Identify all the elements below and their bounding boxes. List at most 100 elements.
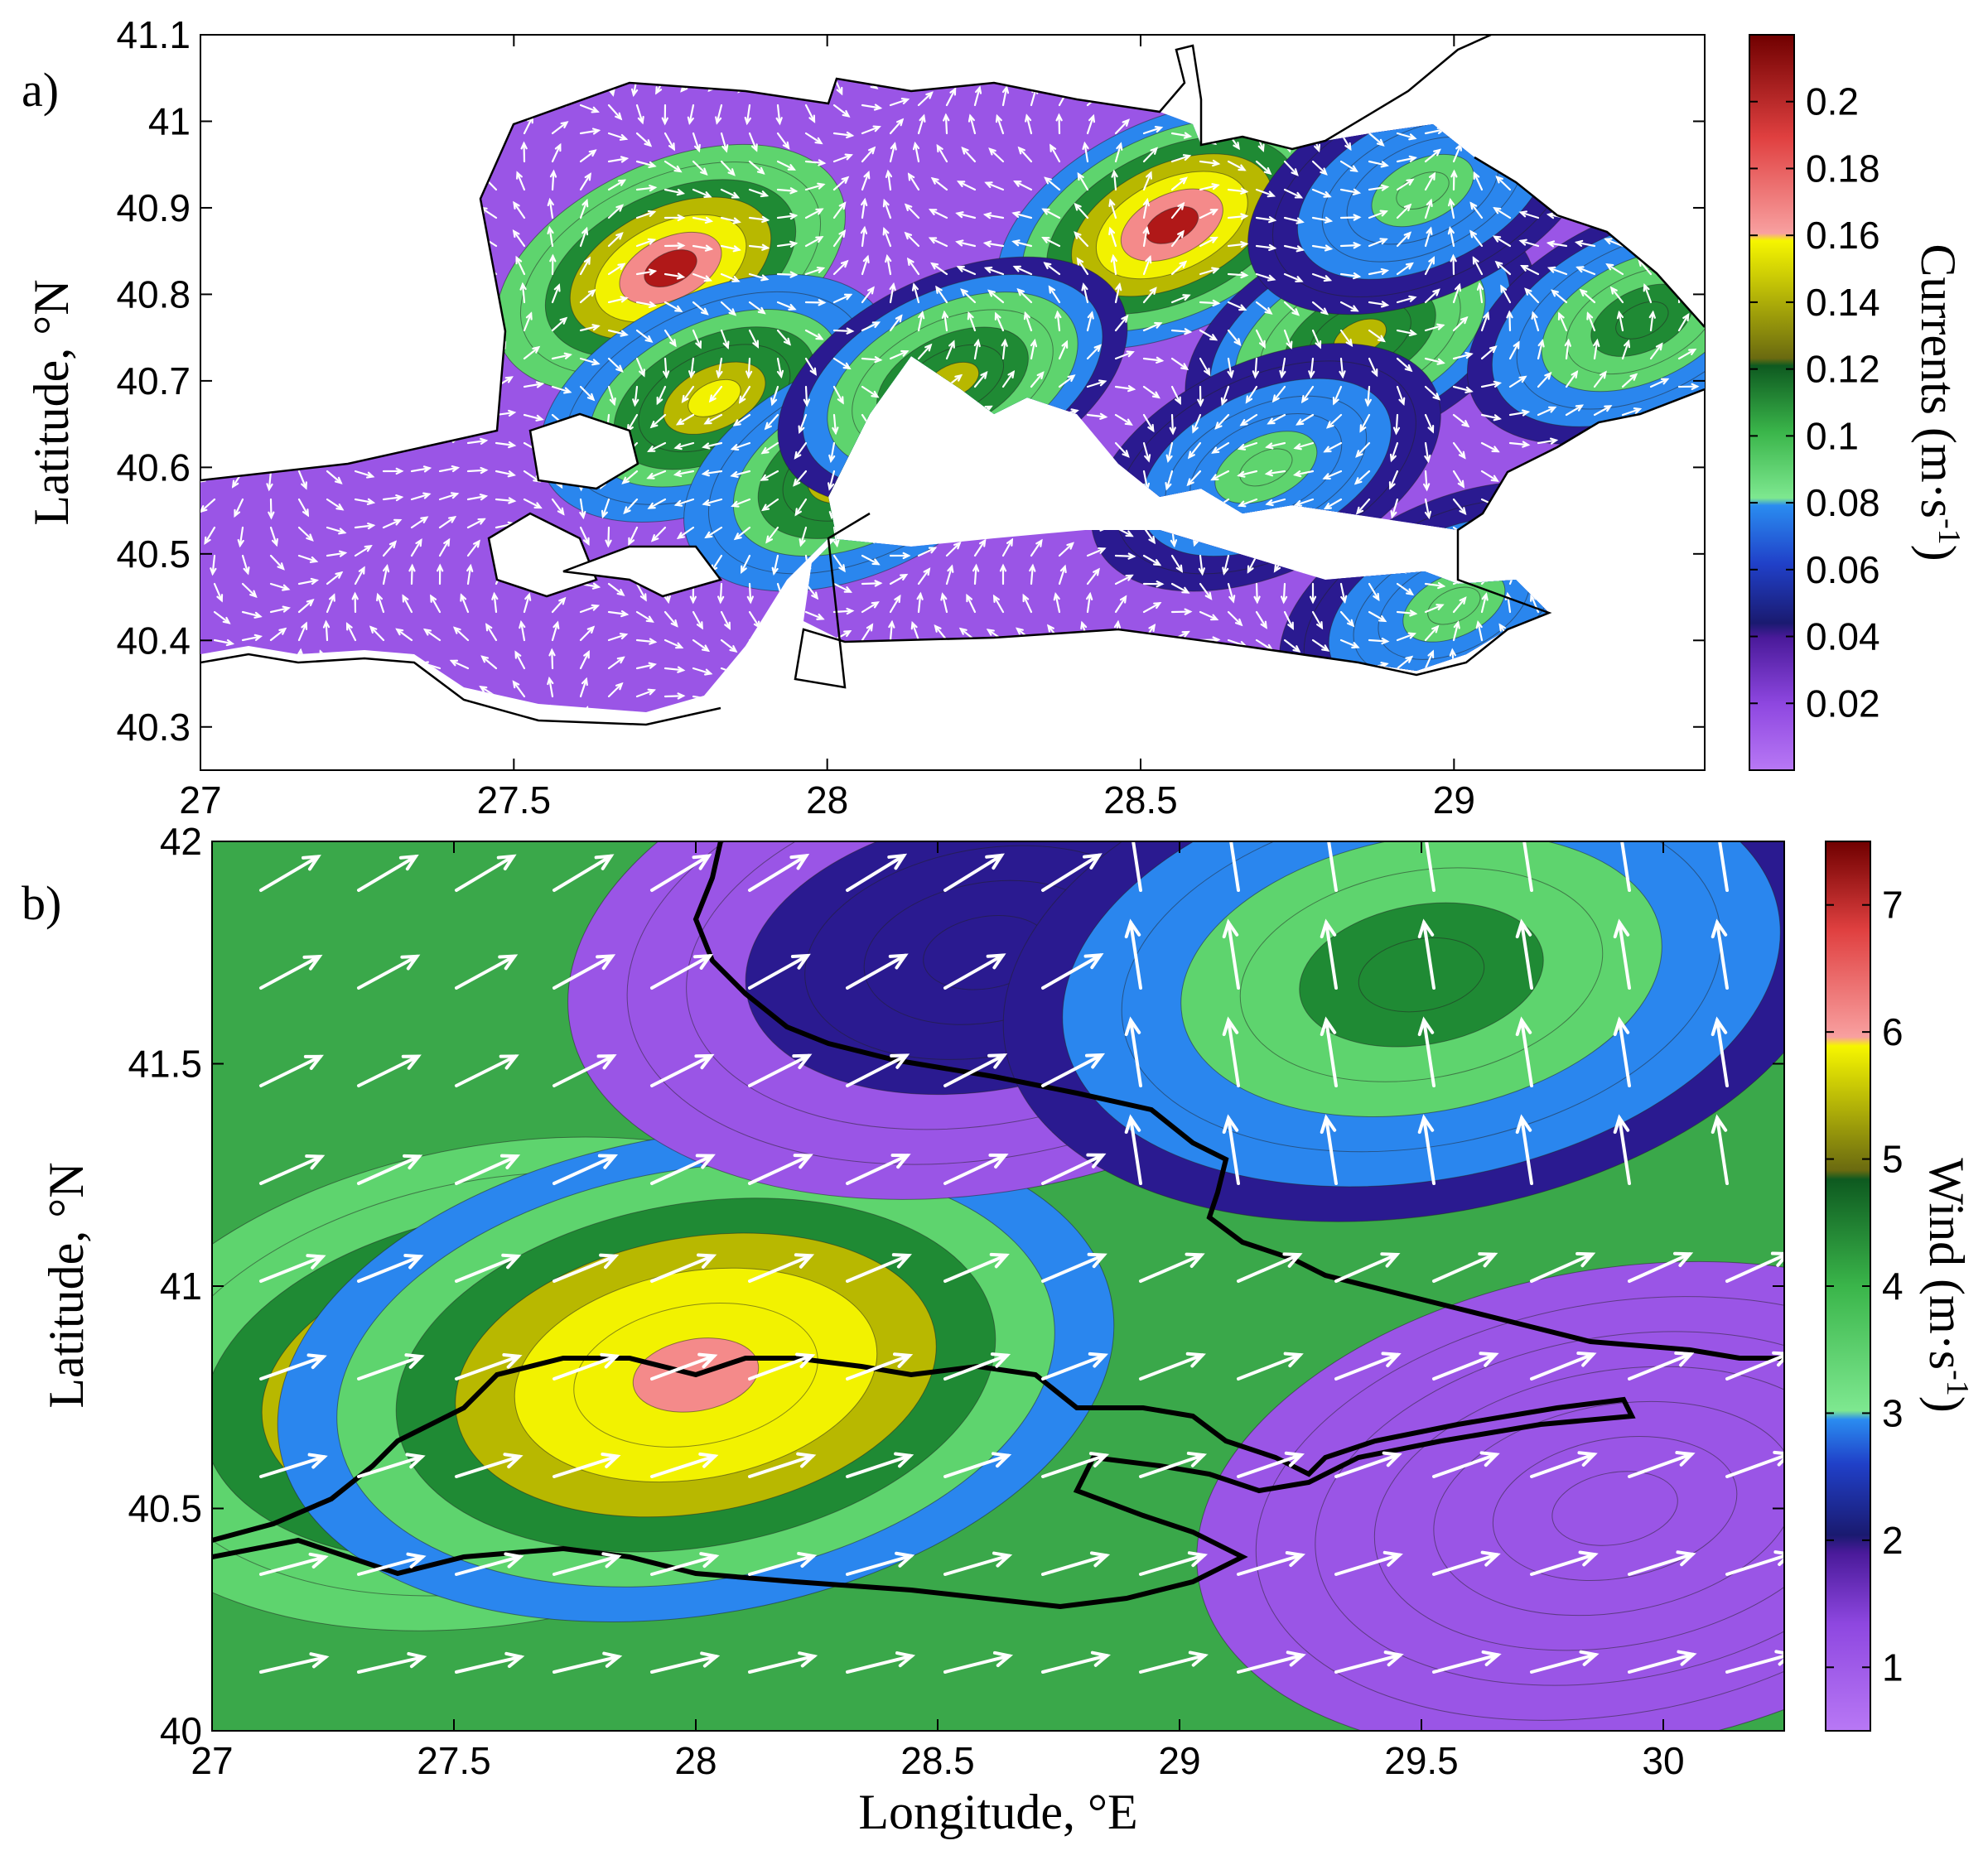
vector-arrow-a [676,526,695,540]
vector-arrow-a [1025,113,1033,135]
vector-arrow-a [904,231,920,248]
vector-arrow-b [846,1153,911,1185]
vector-arrow-a [1030,371,1045,388]
vector-arrow-a [832,201,847,219]
vector-arrow-a [1170,294,1191,304]
vector-arrow-a [1605,263,1624,276]
vector-arrow-a [861,580,883,587]
vector-arrow-a [804,182,826,191]
vector-arrow-a [1309,582,1317,605]
vector-arrow-a [1170,176,1188,191]
colorbar-tick-label-a: 0.18 [1806,147,1880,190]
vector-arrow-b [1530,1251,1596,1283]
vector-arrow-a [1648,310,1656,332]
vector-arrow-a [1677,383,1700,390]
vector-arrow-a [907,172,920,191]
vector-arrow-a [717,582,725,605]
vector-arrow-a [656,385,667,406]
vector-arrow-a [1452,470,1465,489]
vector-arrow-a [523,311,533,332]
vector-arrow-a [692,216,714,224]
vector-arrow-a [889,98,910,107]
vector-arrow-b [1711,1114,1729,1185]
x-tick-label-a: 28.5 [1103,778,1178,822]
contour-ring-b [1358,937,1485,1013]
vector-arrow-a [917,91,934,107]
vector-arrow-b [1432,1451,1500,1478]
vector-arrow-a [1255,272,1276,282]
vector-arrow-a [861,321,881,332]
vector-arrow-a [1001,369,1016,388]
vector-arrow-a [941,310,949,332]
vector-arrow-b [1711,918,1729,990]
vector-arrow-b [552,1154,619,1185]
vector-arrow-b [1432,1352,1499,1381]
vector-arrow-b [1628,1251,1694,1283]
vector-arrow-a [551,498,565,516]
vector-arrow-a [681,385,695,403]
coastline-b-north [692,841,1784,1361]
vector-arrow-a [1396,295,1417,304]
vector-arrow-a [322,619,331,642]
vector-arrow-a [1283,216,1305,224]
vector-arrow-a [1283,160,1299,176]
vector-arrow-b [1139,1451,1208,1478]
vector-arrow-a [692,301,709,316]
vector-arrow-a [410,465,432,473]
vector-arrow-a [828,441,836,464]
vector-arrow-a [579,625,596,642]
vector-arrow-a [1574,239,1596,248]
vector-arrow-a [1238,498,1258,508]
vector-arrow-a [547,676,554,698]
vector-arrow-a [889,314,903,332]
vector-arrow-b [1139,1252,1205,1283]
vector-arrow-a [1452,596,1467,614]
vector-arrow-a [917,310,925,332]
vector-arrow-a [623,498,639,514]
vector-arrow-a [961,146,977,163]
vector-arrow-a [861,356,883,364]
vector-arrow-b [1432,1550,1501,1576]
vector-arrow-a [1114,441,1130,458]
vector-arrow-a [1677,312,1690,332]
vector-arrow-a [551,121,569,135]
y-tick-label-a: 40.9 [116,186,191,229]
vector-arrow-b [1417,1016,1436,1087]
vector-arrow-a [1199,159,1221,167]
vector-arrow-a [804,104,816,123]
vector-arrow-a [1396,385,1406,407]
colorbar-tick-label-b: 7 [1882,884,1904,927]
vector-arrow-a [1114,574,1134,585]
vector-arrow-a [351,591,359,614]
vector-arrow-a [1283,301,1300,316]
vector-arrow-a [832,526,840,548]
x-tick-label-b: 28 [674,1739,717,1782]
vector-arrow-a [1537,339,1545,360]
vector-arrow-a [1450,253,1457,276]
vector-arrow-a [832,293,853,304]
vector-arrow-a [1227,610,1243,627]
colorbar-tick-label-a: 0.16 [1806,214,1880,257]
vector-arrow-a [607,179,627,191]
vector-arrow-a [1197,385,1204,407]
vector-arrow-a [1368,610,1387,623]
vector-arrow-b [455,1154,521,1185]
vector-arrow-b [1222,1016,1240,1087]
vector-arrow-a [1311,610,1324,630]
vector-arrow-a [663,160,683,173]
vector-arrow-a [551,316,568,332]
vector-arrow-a [1142,385,1160,399]
vector-arrow-b [357,954,421,990]
vector-arrow-a [804,357,817,376]
vector-arrow-b [943,1452,1012,1478]
vector-arrow-b [1613,1114,1631,1185]
vector-arrow-b [1515,1016,1533,1087]
vector-arrow-b [1237,1551,1305,1576]
vector-arrow-a [437,563,444,585]
vector-arrow-b [1530,1352,1597,1381]
vector-arrow-b [846,1452,914,1478]
vector-arrow-a [326,470,343,484]
vector-arrow-a [730,470,751,478]
vector-arrow-a [955,239,977,248]
